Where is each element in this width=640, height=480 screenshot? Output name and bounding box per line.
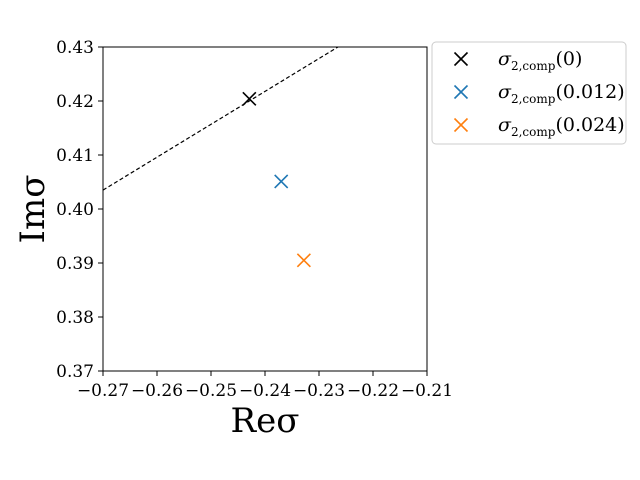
legend: σ2,comp(0) σ2,comp(0.012) σ2,comp(0.024) xyxy=(431,41,627,145)
axes-frame xyxy=(102,46,428,372)
data-point-series-0 xyxy=(242,91,257,106)
data-point-series-2 xyxy=(296,253,311,268)
legend-box xyxy=(431,41,627,145)
x-axis-label: Reσ xyxy=(231,401,300,441)
legend-marker-0 xyxy=(453,51,469,67)
y-tick-label: 0.41 xyxy=(56,146,94,166)
y-tick-label: 0.40 xyxy=(56,200,94,220)
y-tick-label: 0.43 xyxy=(56,38,94,58)
y-tick-label: 0.37 xyxy=(56,362,94,382)
y-axis-label: Imσ xyxy=(13,175,53,244)
y-tick-label: 0.39 xyxy=(56,254,94,274)
x-tick-label: −0.26 xyxy=(131,381,183,401)
reference-line-layer xyxy=(102,46,339,191)
tick-layer: −0.27 −0.26 −0.25 −0.24 −0.23 −0.22 −0.21 0.37 0… xyxy=(56,38,453,401)
legend-entry-label: σ2,comp(0.024) xyxy=(498,114,625,139)
legend-entry-label: σ2,comp(0.012) xyxy=(498,81,625,106)
y-tick-label: 0.42 xyxy=(56,92,94,112)
data-point-series-1 xyxy=(274,174,289,189)
x-tick-label: −0.27 xyxy=(77,381,129,401)
x-tick-label: −0.23 xyxy=(293,381,345,401)
x-tick-label: −0.22 xyxy=(347,381,399,401)
y-tick-label: 0.38 xyxy=(56,308,94,328)
legend-entry-label: σ2,comp(0) xyxy=(498,48,582,73)
legend-marker-1 xyxy=(453,84,469,100)
x-tick-label: −0.25 xyxy=(185,381,237,401)
x-tick-label: −0.24 xyxy=(239,381,291,401)
x-tick-label: −0.21 xyxy=(401,381,453,401)
reference-dashed-line xyxy=(102,46,339,191)
legend-marker-2 xyxy=(453,117,469,133)
marker-layer xyxy=(242,91,311,268)
